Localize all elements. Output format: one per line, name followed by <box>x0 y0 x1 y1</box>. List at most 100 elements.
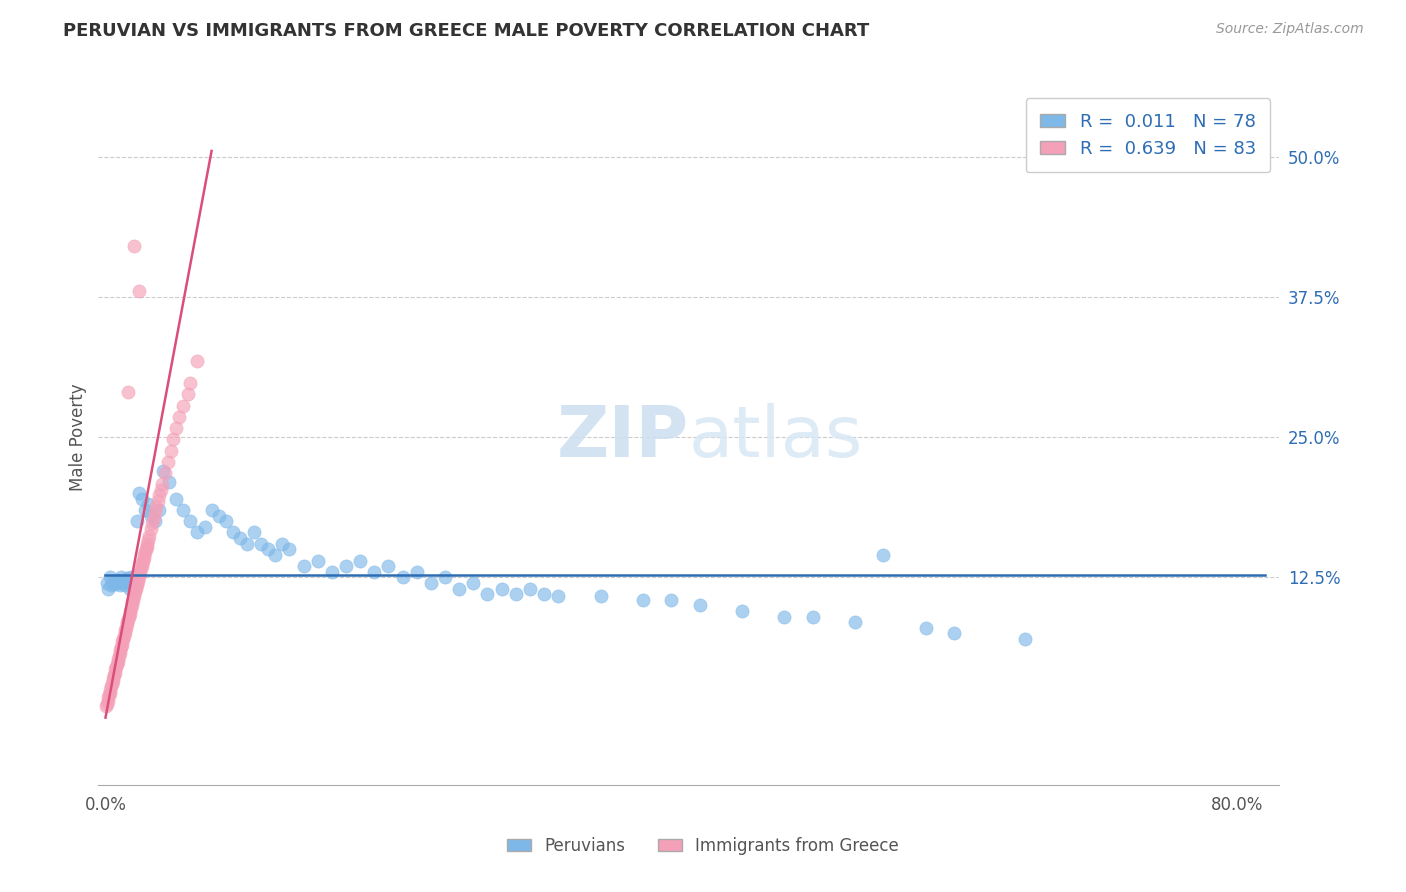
Point <box>419 576 441 591</box>
Point <box>689 599 711 613</box>
Point <box>134 544 156 558</box>
Point <box>97 690 120 705</box>
Point <box>631 592 654 607</box>
Point <box>104 665 127 680</box>
Point <box>200 503 222 517</box>
Text: Source: ZipAtlas.com: Source: ZipAtlas.com <box>1216 22 1364 37</box>
Point <box>134 548 156 562</box>
Point <box>125 514 148 528</box>
Point <box>121 576 143 591</box>
Point <box>150 477 173 491</box>
Point <box>135 540 157 554</box>
Y-axis label: Male Poverty: Male Poverty <box>69 384 87 491</box>
Point <box>108 648 131 663</box>
Text: PERUVIAN VS IMMIGRANTS FROM GREECE MALE POVERTY CORRELATION CHART: PERUVIAN VS IMMIGRANTS FROM GREECE MALE … <box>63 22 869 40</box>
Point <box>731 604 754 618</box>
Point <box>143 514 166 528</box>
Point <box>138 529 160 543</box>
Point <box>363 565 385 579</box>
Point <box>844 615 866 630</box>
Point <box>115 572 138 586</box>
Point <box>107 573 129 587</box>
Point <box>143 505 166 519</box>
Point <box>1014 632 1036 646</box>
Point <box>96 576 118 591</box>
Point <box>165 421 187 435</box>
Point <box>97 582 120 596</box>
Point <box>131 556 153 570</box>
Point <box>103 671 125 685</box>
Point <box>377 559 399 574</box>
Point <box>321 565 343 579</box>
Point <box>117 576 139 591</box>
Point <box>505 587 527 601</box>
Point <box>117 385 139 400</box>
Point <box>120 604 142 618</box>
Point <box>127 576 149 591</box>
Point <box>100 682 122 697</box>
Legend: R =  0.011   N = 78, R =  0.639   N = 83: R = 0.011 N = 78, R = 0.639 N = 83 <box>1025 98 1271 172</box>
Point <box>114 578 136 592</box>
Point <box>257 542 280 557</box>
Point <box>103 668 125 682</box>
Point <box>105 574 128 589</box>
Point <box>118 609 141 624</box>
Point <box>165 491 187 506</box>
Point <box>98 688 121 702</box>
Point <box>108 578 131 592</box>
Point <box>186 525 208 540</box>
Point <box>98 570 121 584</box>
Point <box>391 570 413 584</box>
Point <box>131 559 153 574</box>
Point <box>659 592 682 607</box>
Point <box>463 576 485 591</box>
Point <box>149 483 172 497</box>
Point <box>128 566 150 581</box>
Point <box>186 353 208 368</box>
Point <box>110 570 132 584</box>
Point <box>491 582 513 596</box>
Legend: Peruvians, Immigrants from Greece: Peruvians, Immigrants from Greece <box>501 830 905 862</box>
Point <box>215 514 238 528</box>
Point <box>135 542 157 557</box>
Point <box>132 551 155 566</box>
Point <box>107 655 129 669</box>
Point <box>118 582 141 596</box>
Point <box>142 511 165 525</box>
Point <box>179 514 201 528</box>
Point <box>110 643 132 657</box>
Point <box>108 646 131 660</box>
Point <box>96 699 118 714</box>
Point <box>118 607 141 622</box>
Point <box>915 621 938 635</box>
Point <box>111 634 134 648</box>
Point <box>128 486 150 500</box>
Point <box>128 570 150 584</box>
Point <box>120 570 142 584</box>
Point <box>271 537 294 551</box>
Point <box>943 626 966 640</box>
Point <box>105 657 128 671</box>
Point <box>172 503 194 517</box>
Point <box>129 565 152 579</box>
Point <box>236 537 259 551</box>
Point <box>533 587 555 601</box>
Point <box>136 537 159 551</box>
Point <box>156 455 179 469</box>
Point <box>122 578 145 592</box>
Point <box>243 525 266 540</box>
Point <box>193 520 215 534</box>
Point <box>307 553 329 567</box>
Point <box>801 609 824 624</box>
Point <box>148 488 170 502</box>
Point <box>101 673 124 688</box>
Point <box>124 583 146 598</box>
Point <box>146 494 169 508</box>
Point <box>179 376 201 391</box>
Point <box>97 694 120 708</box>
Point <box>222 525 245 540</box>
Point <box>229 531 252 545</box>
Point <box>101 677 124 691</box>
Point <box>278 542 301 557</box>
Point <box>405 565 427 579</box>
